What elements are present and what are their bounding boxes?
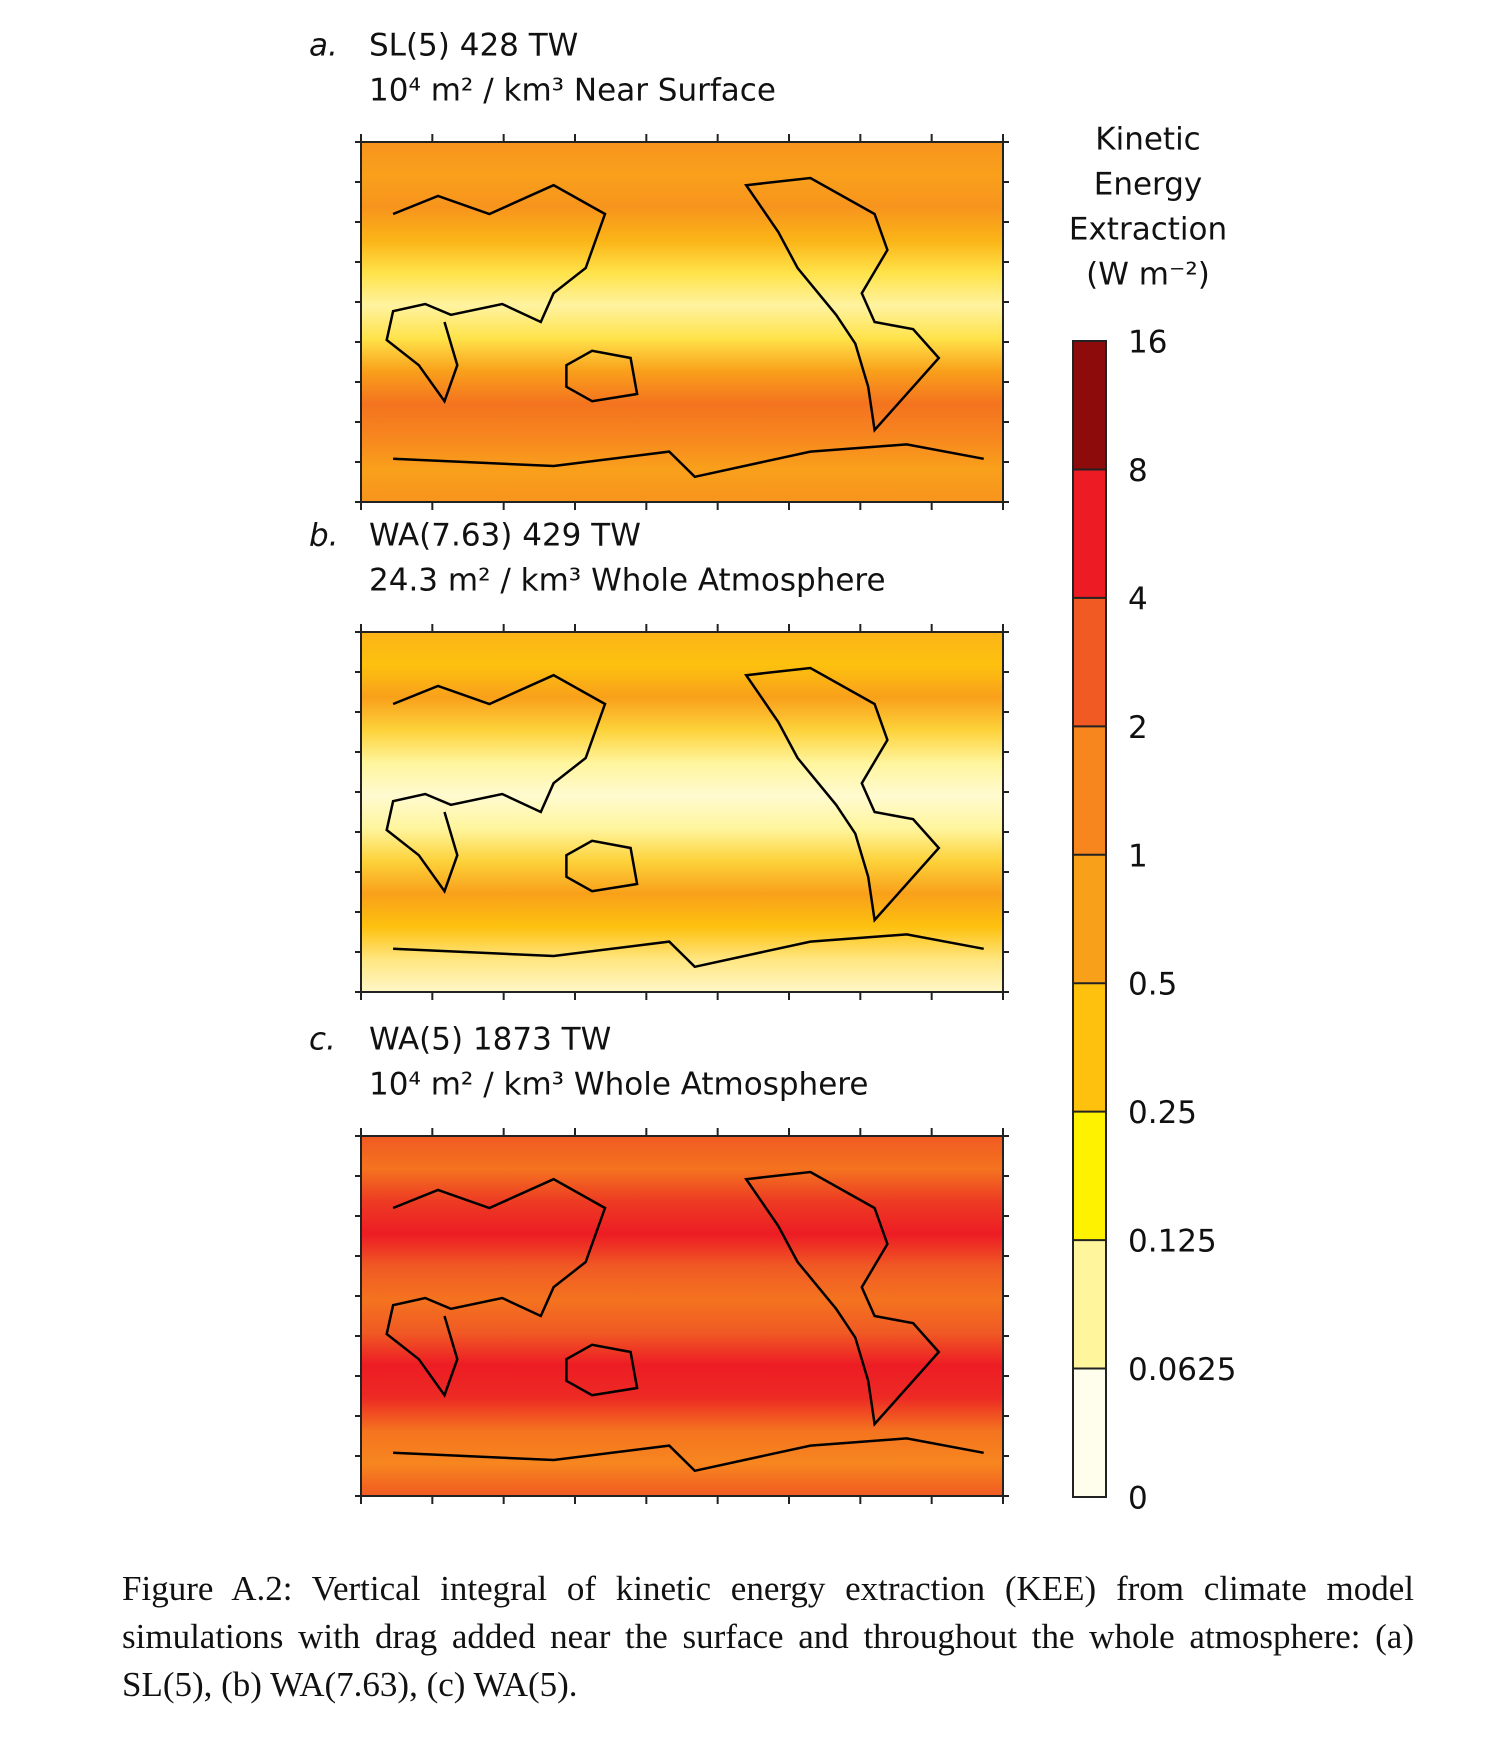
panel-label: b. xyxy=(309,518,339,554)
panel-title: WA(7.63) 429 TW xyxy=(369,518,641,554)
colorbar-tick-label: 4 xyxy=(1128,581,1148,617)
colorbar-segment xyxy=(1073,597,1106,727)
colorbar-title: Extraction xyxy=(1069,212,1227,248)
colorbar-tick-label: 1 xyxy=(1128,838,1148,874)
colorbar-tick-label: 0 xyxy=(1128,1481,1148,1517)
colorbar-segment xyxy=(1073,1368,1106,1497)
coastline xyxy=(385,666,984,969)
colorbar-segment xyxy=(1073,854,1106,984)
colorbar-segment xyxy=(1073,469,1106,598)
colorbar-segment xyxy=(1073,1111,1106,1241)
panel-title: SL(5) 428 TW xyxy=(369,28,578,64)
panel-title: WA(5) 1873 TW xyxy=(369,1022,611,1058)
map-field xyxy=(360,141,1004,503)
colorbar-title: Kinetic xyxy=(1095,122,1200,158)
panel-label: a. xyxy=(309,28,338,64)
colorbar-title: Energy xyxy=(1094,167,1203,203)
panel-label: c. xyxy=(309,1022,336,1058)
colorbar-tick-label: 0.5 xyxy=(1128,967,1177,1003)
colorbar-tick-label: 16 xyxy=(1128,325,1167,361)
figure: a. SL(5) 428 TW 10⁴ m² / km³ Near Surface b… xyxy=(309,28,1236,1517)
panel-subtitle: 10⁴ m² / km³ Near Surface xyxy=(369,73,776,109)
colorbar-tick-label: 2 xyxy=(1128,710,1148,746)
coastline xyxy=(385,176,984,479)
figure-caption: Figure A.2: Vertical integral of kinetic… xyxy=(122,1569,1414,1704)
map-field xyxy=(360,631,1004,993)
colorbar-segment xyxy=(1073,341,1106,470)
colorbar-tick-label: 8 xyxy=(1128,453,1148,489)
panel-subtitle: 24.3 m² / km³ Whole Atmosphere xyxy=(369,563,886,599)
colorbar-title: (W m⁻²) xyxy=(1086,257,1210,293)
colorbar-tick-label: 0.125 xyxy=(1128,1224,1217,1260)
colorbar-tick-label: 0.0625 xyxy=(1128,1352,1236,1388)
map-field xyxy=(360,1135,1004,1497)
panel-subtitle: 10⁴ m² / km³ Whole Atmosphere xyxy=(369,1067,868,1103)
coastline xyxy=(385,1170,984,1473)
colorbar-tick-label: 0.25 xyxy=(1128,1095,1197,1131)
colorbar-segment xyxy=(1073,1240,1106,1369)
colorbar-segment xyxy=(1073,983,1106,1112)
colorbar-segment xyxy=(1073,726,1106,855)
